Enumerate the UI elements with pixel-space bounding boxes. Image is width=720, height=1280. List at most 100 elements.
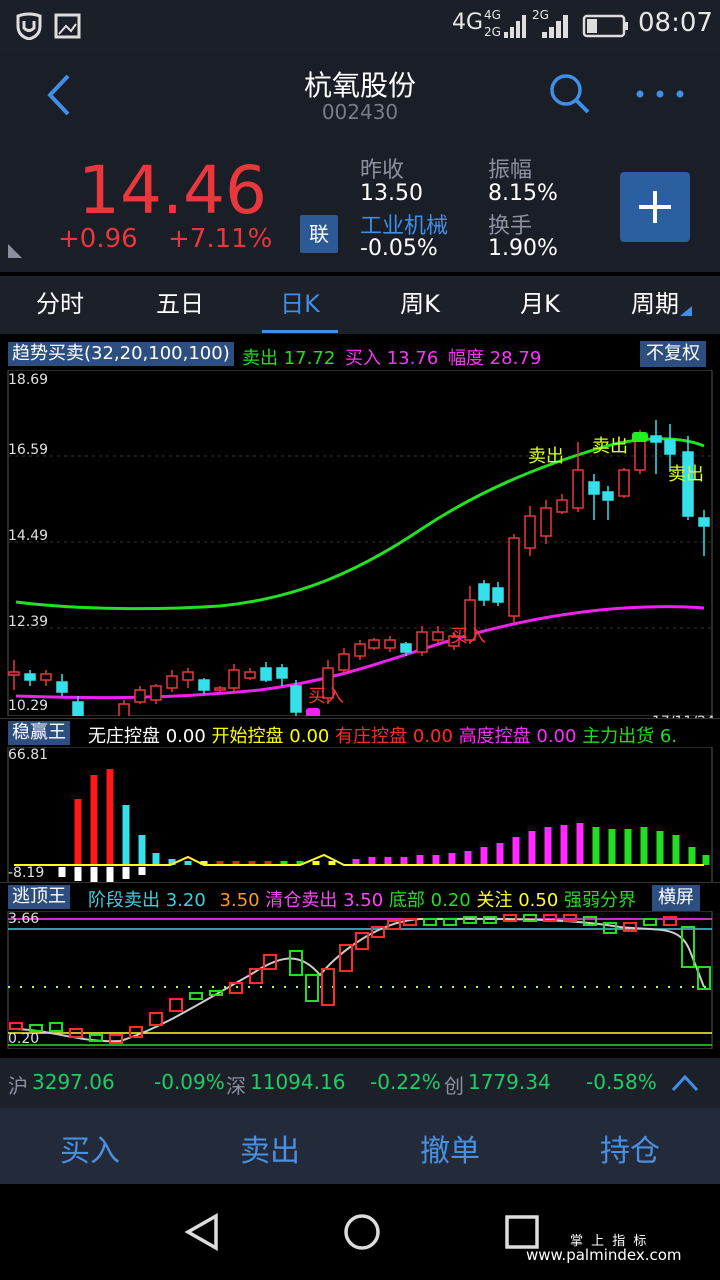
sell-level-label: 卖出 17.72 (242, 348, 336, 369)
tab-daily-k[interactable]: 日K (280, 290, 320, 318)
escape-box (371, 926, 385, 938)
nav-back-icon[interactable] (184, 1212, 220, 1252)
index-ticker[interactable]: 沪 3297.06 -0.09% 深 11094.16 -0.22% 创 177… (0, 1058, 720, 1108)
expand-up-icon[interactable] (670, 1072, 700, 1094)
corner-triangle-icon (8, 244, 22, 258)
turnover-label: 换手 (488, 214, 533, 239)
candle-body (72, 701, 84, 716)
candle-body (478, 583, 490, 601)
escape-box (503, 914, 517, 922)
tab-monthly-k[interactable]: 月K (520, 290, 560, 318)
network-type-2-top: 4G (484, 8, 501, 22)
candle-body (24, 673, 36, 681)
histogram-bar (416, 855, 424, 865)
watermark-line1: 掌 上 指 标 (570, 1234, 649, 1249)
tab-period[interactable]: 周期 (631, 290, 679, 318)
escape-y-bottom: 0.20 (8, 1031, 40, 1047)
clock: 08:07 (638, 8, 713, 38)
candle-body (508, 537, 520, 617)
candle-body (40, 673, 52, 681)
candle-body (322, 667, 334, 699)
network-type-2-bottom: 2G (484, 25, 501, 39)
escape-top-chart (7, 911, 713, 1049)
candle-body (198, 679, 210, 691)
escape-box (603, 922, 617, 934)
candle-body (432, 631, 444, 641)
escape-box (339, 944, 353, 972)
histogram-bar (106, 769, 114, 865)
candle-body (650, 435, 662, 443)
control-frame (7, 747, 713, 883)
positions-button[interactable]: 持仓 (600, 1134, 660, 1169)
link-badge[interactable]: 联 (300, 215, 338, 253)
candle-body (8, 671, 20, 676)
kline-frame (7, 370, 713, 716)
control-indicator-panel[interactable]: 稳赢王 无庄控盘 0.00 开始控盘 0.00 有庄控盘 0.00 高度控盘 0… (0, 718, 720, 883)
cancel-order-button[interactable]: 撤单 (420, 1134, 480, 1169)
escape-top-title[interactable]: 逃顶王 (8, 885, 70, 909)
active-tab-indicator (262, 330, 338, 333)
histogram-bar (464, 851, 472, 865)
histogram-bar (448, 853, 456, 865)
buy-button[interactable]: 买入 (60, 1134, 120, 1169)
histogram-bar (432, 855, 440, 865)
sh-change: -0.09% (154, 1070, 225, 1094)
histogram-bar (90, 775, 98, 865)
add-watchlist-button[interactable] (620, 172, 690, 242)
histogram-bar (672, 835, 680, 865)
candle-body (572, 469, 584, 509)
tab-weekly-k[interactable]: 周K (400, 290, 440, 318)
sell-signal-1: 卖出 (528, 446, 564, 467)
stock-header: 杭氧股份 002430 (0, 50, 720, 140)
candle-body (276, 667, 288, 679)
kline-indicator-title[interactable]: 趋势买卖(32,20,100,100) (8, 342, 234, 366)
candle-body (540, 507, 552, 537)
escape-box (109, 1034, 123, 1044)
sh-label: 沪 (8, 1074, 28, 1098)
histogram-bar-negative (122, 867, 130, 879)
dropdown-triangle-icon (680, 306, 692, 316)
candle-body (134, 689, 146, 703)
image-notification-icon (54, 13, 81, 39)
candle-body (290, 685, 302, 713)
tab-five-day[interactable]: 五日 (156, 290, 204, 318)
candle-body (228, 669, 240, 689)
sh-value: 3297.06 (32, 1070, 115, 1094)
nav-recents-icon[interactable] (504, 1214, 540, 1250)
kline-panel[interactable]: 趋势买卖(32,20,100,100) 卖出 17.72 买入 13.76 幅度… (0, 336, 720, 730)
candle-body (464, 599, 476, 641)
escape-box (403, 918, 417, 926)
search-icon[interactable] (548, 72, 592, 116)
signal-icon-2 (542, 15, 568, 38)
candle-body (602, 491, 614, 501)
nav-home-icon[interactable] (342, 1212, 382, 1252)
escape-box (305, 974, 319, 1002)
no-adjust-button[interactable]: 不复权 (640, 341, 706, 367)
histogram-bar-negative (106, 867, 114, 883)
candle-body (244, 671, 256, 679)
cy-value: 1779.34 (468, 1070, 551, 1094)
escape-top-panel[interactable]: 逃顶王 阶段卖出 3.20 3.50 清仓卖出 3.50 底部 0.20 关注 … (0, 882, 720, 1049)
histogram-bar (368, 857, 376, 865)
histogram-bar-negative (58, 867, 66, 877)
network-type: 4G (452, 10, 484, 35)
tab-intraday[interactable]: 分时 (36, 290, 84, 318)
more-menu-icon[interactable] (634, 88, 686, 100)
sell-button[interactable]: 卖出 (240, 1134, 300, 1169)
candle-body (556, 499, 568, 513)
y-label-1: 18.69 (8, 372, 49, 388)
amplitude-label: 振幅 (488, 158, 533, 183)
stock-name: 杭氧股份 (303, 69, 416, 102)
status-bar: 4G 4G 2G 2G 08:07 (0, 0, 720, 50)
battery-icon (582, 14, 628, 38)
histogram-bar (264, 861, 272, 865)
control-indicator-title[interactable]: 稳赢王 (8, 721, 70, 745)
trade-action-bar: 买入 卖出 撤单 持仓 (0, 1108, 720, 1184)
histogram-bar (352, 859, 360, 865)
histogram-bar (640, 827, 648, 865)
escape-box (443, 918, 457, 926)
histogram-bar (232, 861, 240, 865)
back-arrow-icon[interactable] (40, 72, 80, 118)
sector-link[interactable]: 工业机械 (360, 214, 449, 239)
landscape-button[interactable]: 横屏 (652, 885, 700, 911)
